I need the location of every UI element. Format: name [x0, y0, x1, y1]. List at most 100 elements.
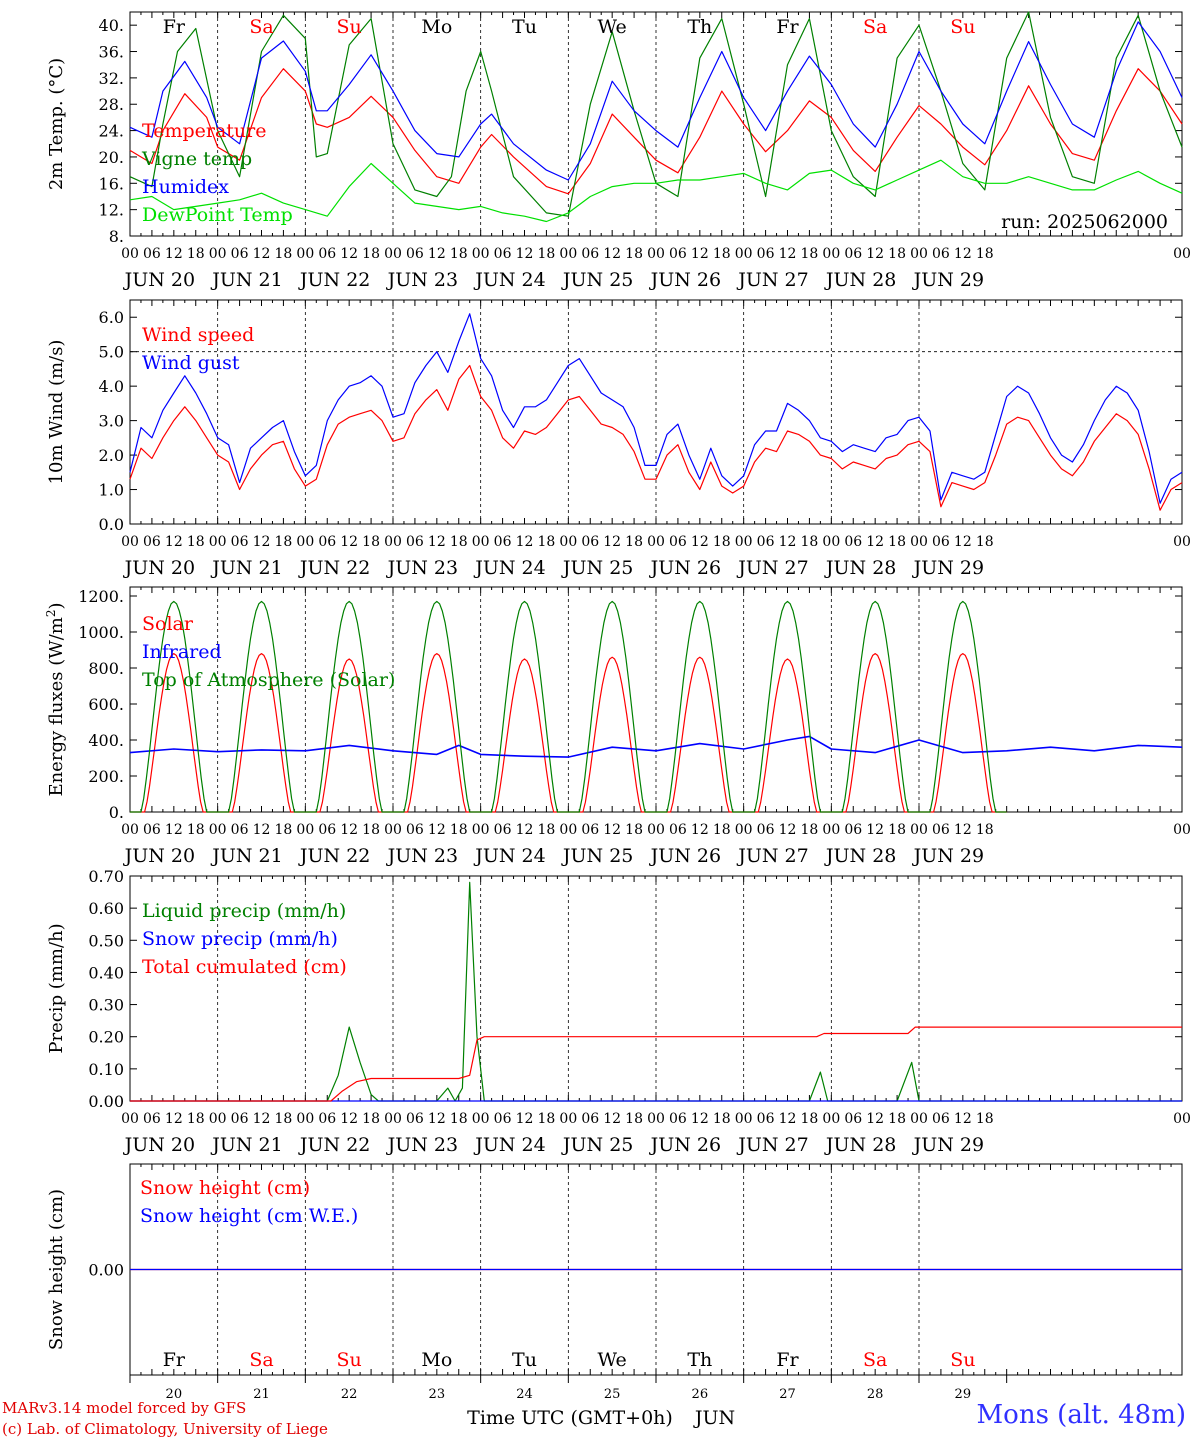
y-tick-label: 5.0	[99, 343, 124, 362]
y-axis-label: 10m Wind (m/s)	[46, 340, 67, 485]
hour-label: 00	[121, 822, 139, 838]
hour-label: 06	[581, 534, 599, 550]
hour-label: 06	[143, 822, 161, 838]
hour-label: 06	[231, 1111, 249, 1127]
hour-label: 18	[362, 1111, 380, 1127]
hour-label: 12	[866, 246, 884, 262]
hour-label: 06	[844, 1111, 862, 1127]
hour-label: 06	[844, 822, 862, 838]
panel-5: 0.00 Snow height (cm) Snow height (cm) Snow…	[46, 1163, 1183, 1376]
hour-label: 12	[779, 1111, 797, 1127]
hour-label: 06	[669, 534, 687, 550]
weekday-label-bottom: Sa	[863, 1349, 887, 1371]
hour-label: 00	[735, 534, 753, 550]
date-label: JUN 25	[561, 557, 633, 579]
y-tick-label: 0.60	[88, 899, 124, 918]
panel-4: 0.00 0.10 0.20 0.30 0.40 0.50 0.60 0.70 Precip (…	[46, 867, 1191, 1156]
y-axis-label: 2m Temp. (°C)	[46, 58, 67, 190]
hour-label: 18	[362, 534, 380, 550]
legend-entry: Liquid precip (mm/h)	[142, 900, 346, 922]
hour-label: 12	[866, 534, 884, 550]
hour-label: 18	[713, 534, 731, 550]
y-tick-label: 0.00	[88, 1092, 124, 1111]
hour-label: 18	[450, 822, 468, 838]
hour-label: 00	[559, 534, 577, 550]
hour-label: 00	[1173, 534, 1191, 550]
hour-label: 18	[888, 822, 906, 838]
legend-entry: Wind gust	[142, 352, 240, 374]
hour-label: 18	[888, 246, 906, 262]
date-label: JUN 27	[736, 845, 808, 867]
date-label: JUN 28	[824, 845, 896, 867]
hour-label: 18	[976, 246, 994, 262]
date-label: JUN 24	[473, 845, 545, 867]
hour-label: 06	[757, 246, 775, 262]
hour-label: 00	[472, 1111, 490, 1127]
y-tick-label: 0.10	[88, 1060, 124, 1079]
lab-credit: (c) Lab. of Climatology, University of L…	[2, 1420, 328, 1438]
day-number: 25	[604, 1387, 621, 1402]
y-tick-label: 6.0	[99, 308, 124, 327]
hour-label: 12	[691, 246, 709, 262]
weekday-label-bottom: Mo	[421, 1349, 452, 1371]
legend-entry: Wind speed	[142, 324, 254, 346]
y-tick-label: 0.20	[88, 1028, 124, 1047]
date-label: JUN 26	[649, 557, 721, 579]
y-tick-label: 0.70	[88, 867, 124, 886]
hour-label: 06	[231, 246, 249, 262]
weekday-label: We	[598, 16, 627, 38]
date-label: JUN 27	[736, 557, 808, 579]
hour-label: 12	[340, 822, 358, 838]
hour-label: 18	[187, 1111, 205, 1127]
y-tick-label: 0.40	[88, 963, 124, 982]
y-tick-label: 0.00	[88, 1261, 124, 1280]
hour-label: 12	[603, 534, 621, 550]
hour-label: 06	[318, 822, 336, 838]
hour-label: 06	[318, 534, 336, 550]
hour-label: 18	[801, 1111, 819, 1127]
date-label: JUN 23	[386, 845, 458, 867]
hour-label: 00	[121, 246, 139, 262]
hour-label: 06	[318, 1111, 336, 1127]
date-label: JUN 27	[736, 1134, 808, 1156]
hour-label: 12	[516, 1111, 534, 1127]
weekday-label-bottom: Tu	[512, 1349, 537, 1371]
date-label: JUN 29	[912, 1134, 984, 1156]
date-label: JUN 21	[210, 845, 282, 867]
date-label: JUN 25	[561, 269, 633, 291]
y-tick-label: 4.0	[99, 377, 124, 396]
weekday-label: Th	[687, 16, 712, 38]
run-label: run: 2025062000	[1001, 211, 1168, 233]
hour-label: 12	[428, 534, 446, 550]
hour-label: 00	[296, 822, 314, 838]
hour-label: 12	[603, 822, 621, 838]
weekday-label-bottom: Su	[337, 1349, 362, 1371]
hour-label: 06	[581, 1111, 599, 1127]
hour-label: 12	[691, 822, 709, 838]
hour-label: 12	[253, 822, 271, 838]
hour-label: 18	[275, 534, 293, 550]
hour-label: 18	[976, 822, 994, 838]
hour-label: 12	[954, 246, 972, 262]
hour-label: 06	[494, 1111, 512, 1127]
hour-label: 00	[559, 1111, 577, 1127]
hour-label: 12	[428, 822, 446, 838]
y-tick-label: 12.	[99, 201, 124, 220]
legend-entry: Snow height (cm W.E.)	[140, 1205, 358, 1227]
hour-label: 12	[340, 534, 358, 550]
hour-label: 06	[494, 534, 512, 550]
weekday-label-bottom: Th	[687, 1349, 712, 1371]
date-label: JUN 28	[824, 557, 896, 579]
y-tick-label: 800.	[88, 659, 124, 678]
hour-label: 12	[866, 822, 884, 838]
hour-label: 06	[581, 246, 599, 262]
hour-label: 12	[253, 534, 271, 550]
series-line-infrared	[129, 735, 1183, 758]
date-label: JUN 23	[386, 269, 458, 291]
legend-entry: Total cumulated (cm)	[142, 956, 347, 978]
hour-label: 18	[888, 1111, 906, 1127]
hour-label: 06	[932, 1111, 950, 1127]
hour-label: 18	[801, 534, 819, 550]
hour-label: 00	[209, 822, 227, 838]
